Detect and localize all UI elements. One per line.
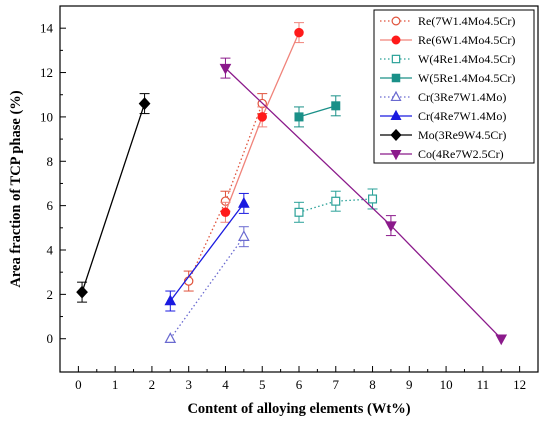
data-point	[294, 207, 304, 217]
data-point	[238, 196, 250, 208]
data-point	[138, 97, 151, 111]
y-tick-label: 10	[40, 109, 53, 124]
x-tick-label: 10	[440, 377, 453, 392]
data-point	[391, 54, 401, 64]
y-tick-label: 0	[47, 331, 54, 346]
data-point	[331, 101, 341, 111]
legend: Re(7W1.4Mo4.5Cr) Re(6W1.4Mo4.5Cr) W(4Re1.4…	[373, 9, 535, 164]
data-point	[391, 35, 401, 45]
data-point	[390, 90, 402, 102]
data-point	[76, 285, 88, 299]
series-line	[298, 105, 336, 118]
x-tick-label: 4	[222, 377, 229, 392]
data-point	[368, 194, 378, 204]
series-Co(4Re7W2.5Cr)	[219, 57, 508, 346]
x-tick-label: 6	[296, 377, 303, 392]
series-W(5Re1.4Mo4.5Cr)	[294, 95, 341, 128]
legend-label: Co(4Re7W2.5Cr)	[418, 147, 504, 161]
y-tick-label: 14	[40, 21, 54, 36]
x-tick-label: 12	[513, 377, 526, 392]
legend-label: Re(7W1.4Mo4.5Cr)	[418, 14, 515, 28]
data-point	[164, 332, 177, 344]
x-tick-label: 11	[477, 377, 490, 392]
series-Re(7W1.4Mo4.5Cr)	[183, 93, 268, 292]
series-line	[169, 236, 245, 340]
data-point	[294, 27, 304, 38]
y-tick-label: 8	[47, 154, 54, 169]
series-Mo(3Re9W4.5Cr)	[76, 93, 151, 303]
y-tick-label: 4	[47, 243, 54, 258]
x-tick-label: 3	[185, 377, 192, 392]
data-point	[495, 334, 508, 346]
series-layer	[76, 22, 508, 346]
series-line	[298, 198, 373, 213]
series-Re(6W1.4Mo4.5Cr)	[220, 22, 304, 223]
series-line	[169, 203, 245, 302]
x-tick-label: 8	[369, 377, 376, 392]
series-line	[188, 103, 263, 282]
y-tick-label: 6	[47, 198, 54, 213]
x-tick-label: 1	[112, 377, 119, 392]
data-point	[238, 230, 250, 241]
data-point	[294, 112, 304, 122]
series-line	[81, 103, 146, 293]
y-axis-title: Area fraction of TCP phase (%)	[8, 90, 24, 287]
x-tick-label: 9	[406, 377, 413, 392]
data-point	[220, 207, 231, 218]
x-tick-label: 7	[333, 377, 340, 392]
x-tick-label: 5	[259, 377, 266, 392]
legend-label: Mo(3Re9W4.5Cr)	[418, 128, 506, 142]
legend-label: Re(6W1.4Mo4.5Cr)	[418, 33, 515, 47]
series-W(4Re1.4Mo4.5Cr)	[294, 188, 378, 223]
data-point	[164, 294, 177, 306]
x-tick-label: 2	[149, 377, 156, 392]
series-Cr(4Re7W1.4Mo)	[164, 192, 250, 312]
data-point	[391, 16, 401, 26]
data-point	[331, 196, 341, 206]
y-tick-label: 12	[40, 65, 53, 80]
legend-label: Cr(4Re7W1.4Mo)	[418, 109, 506, 123]
legend-label: W(5Re1.4Mo4.5Cr)	[418, 71, 515, 85]
data-point	[390, 109, 402, 121]
legend-label: W(4Re1.4Mo4.5Cr)	[418, 52, 515, 66]
data-point	[390, 149, 402, 161]
legend-label: Cr(3Re7W1.4Mo)	[418, 90, 506, 104]
legend-box	[373, 9, 535, 164]
x-tick-label: 0	[75, 377, 82, 392]
data-point	[391, 73, 401, 83]
data-point	[390, 128, 402, 142]
x-axis-title: Content of alloying elements (Wt%)	[187, 401, 410, 417]
data-point	[219, 63, 232, 75]
data-point	[385, 221, 397, 233]
series-Cr(3Re7W1.4Mo)	[164, 226, 250, 344]
y-tick-label: 2	[47, 287, 54, 302]
data-point	[257, 112, 267, 122]
